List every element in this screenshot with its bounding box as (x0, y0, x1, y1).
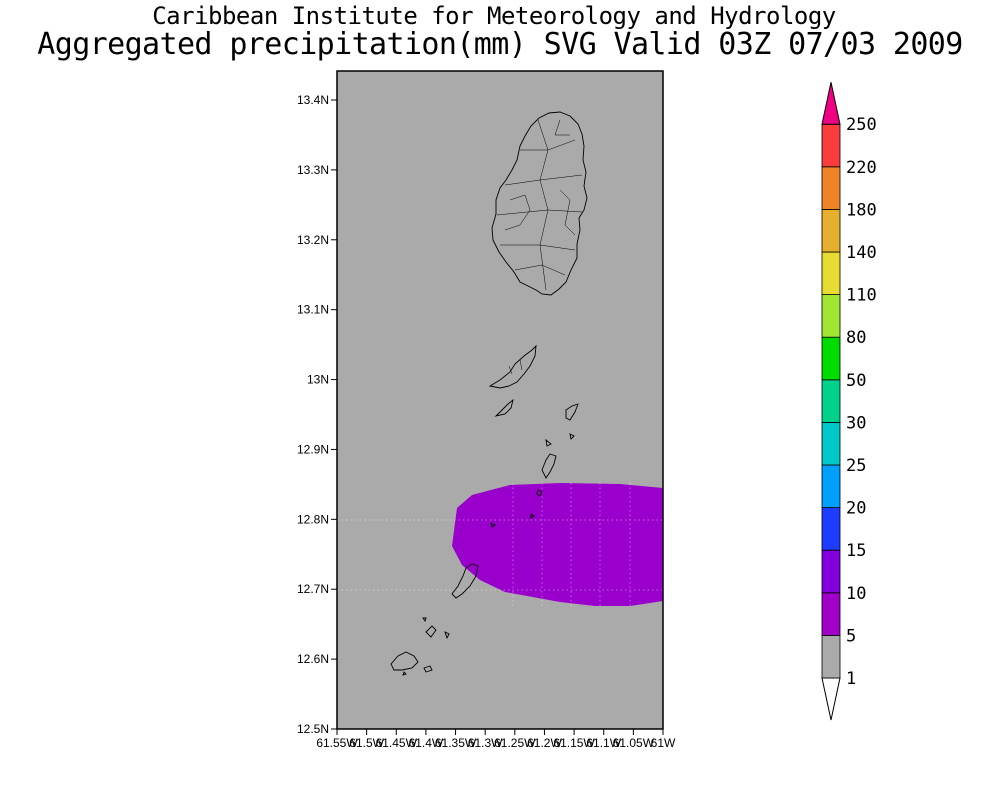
lat-tick-label: 12.9N (297, 442, 329, 456)
colorbar-label: 110 (846, 286, 877, 306)
lat-tick-label: 13.1N (297, 303, 329, 317)
colorbar-segment (821, 464, 841, 508)
title-institute: Caribbean Institute for Meteorology and … (152, 2, 836, 30)
lon-tick-label: 61.2W (527, 736, 562, 750)
lon-tick-label: 61.25W (494, 736, 536, 750)
colorbar-segment (821, 336, 841, 381)
lat-tick-label: 12.5N (297, 722, 329, 736)
title-block: Caribbean Institute for Meteorology and … (0, 2, 1000, 60)
colorbar-segment (821, 123, 841, 168)
colorbar-label: 80 (846, 328, 866, 348)
colorbar-segment (821, 379, 841, 423)
colorbar-segment (821, 251, 841, 295)
colorbar-segment (821, 592, 841, 636)
colorbar-label: 250 (846, 115, 877, 135)
colorbar-max-arrow (821, 82, 841, 125)
colorbar-label: 20 (846, 499, 866, 519)
islands-grenadines (390, 344, 579, 676)
lon-tick-label: 61.15W (553, 736, 595, 750)
colorbar-segment (821, 635, 841, 679)
colorbar-label: 30 (846, 413, 866, 433)
colorbar-segment (821, 294, 841, 338)
lat-tick-label: 12.7N (297, 582, 329, 596)
colorbar-label: 5 (846, 626, 856, 646)
lon-tick-label: 61.35W (435, 736, 477, 750)
grid-lines (337, 483, 663, 606)
colorbar-segment (821, 166, 841, 210)
lat-tick-label: 12.6N (297, 652, 329, 666)
map-background (337, 71, 663, 729)
precipitation-area-5-10mm (452, 483, 663, 606)
title-product: Aggregated precipitation(mm) SVG Valid 0… (37, 27, 963, 62)
colorbar-label: 180 (846, 200, 877, 220)
lat-tick-label: 13.4N (297, 93, 329, 107)
colorbar-label: 140 (846, 243, 877, 263)
colorbar-segment (821, 421, 841, 466)
colorbar-min-arrow (821, 677, 841, 721)
colorbar-label: 10 (846, 584, 866, 604)
colorbar-segment (821, 208, 841, 253)
lat-tick-label: 13.3N (297, 163, 329, 177)
colorbar-segment (821, 549, 841, 594)
lon-tick-label: 61.4W (409, 736, 444, 750)
colorbar-label: 15 (846, 541, 866, 561)
lon-tick-label: 61.05W (613, 736, 655, 750)
colorbar-label: 220 (846, 158, 877, 178)
map-border (336, 70, 664, 730)
colorbar-label: 25 (846, 456, 866, 476)
lat-tick-label: 13.2N (297, 233, 329, 247)
longitude-axis: 61.55W61.5W61.45W61.4W61.35W61.3W61.25W6… (316, 729, 676, 750)
lon-tick-label: 61.45W (376, 736, 418, 750)
lon-tick-label: 61W (651, 736, 676, 750)
colorbar-segment (821, 507, 841, 551)
island-saint-lucia (491, 111, 588, 296)
lat-tick-label: 13N (307, 373, 329, 387)
latitude-axis: 13.4N 13.3N 13.2N 13.1N 13N 12.9N 12.8N 12.7N 12… (297, 93, 337, 736)
lon-tick-label: 61.5W (349, 736, 384, 750)
colorbar-label: 1 (846, 669, 856, 689)
lat-tick-label: 12.8N (297, 512, 329, 526)
colorbar-label: 50 (846, 371, 866, 391)
lon-tick-label: 61.1W (586, 736, 621, 750)
lon-tick-label: 61.3W (468, 736, 503, 750)
map-panel (336, 70, 664, 730)
lon-tick-label: 61.55W (316, 736, 358, 750)
